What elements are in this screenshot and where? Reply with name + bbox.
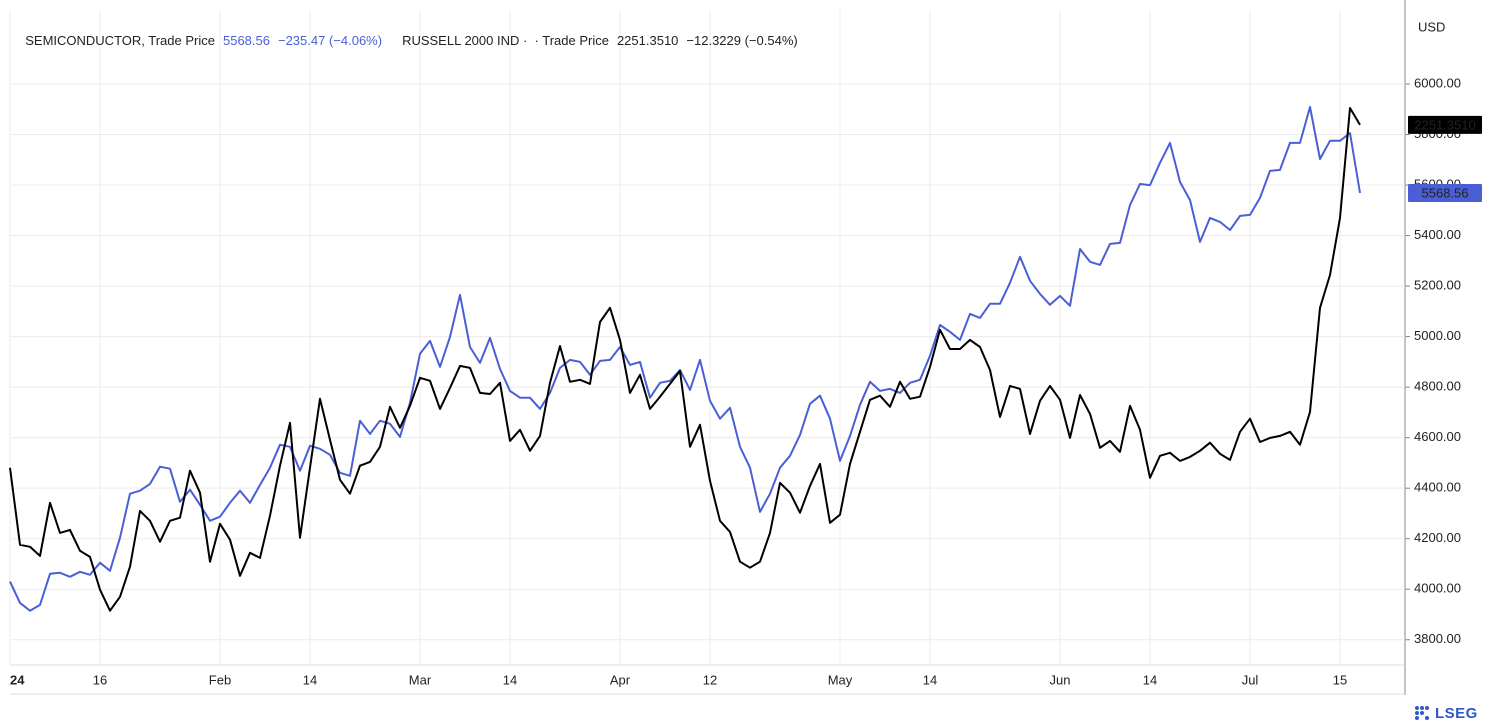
x-tick-label: Apr <box>610 672 631 687</box>
x-tick-label: 14 <box>503 672 517 687</box>
legend-change: −12.3229 (−0.54%) <box>686 33 798 48</box>
legend-name: SEMICONDUCTOR, Trade Price <box>25 33 215 48</box>
y-tick-label: 4000.00 <box>1414 581 1461 596</box>
y-tick-label: 5200.00 <box>1414 278 1461 293</box>
x-tick-label: Jun <box>1050 672 1071 687</box>
y-tick-label: 5000.00 <box>1414 328 1461 343</box>
logo: LSEG <box>1413 704 1478 722</box>
legend-value: 5568.56 <box>222 33 270 48</box>
x-tick-label: 15 <box>1333 672 1347 687</box>
x-tick-label: Jul <box>1242 672 1259 687</box>
y-tick-label: 4400.00 <box>1414 480 1461 495</box>
logo-icon <box>1415 706 1429 720</box>
x-tick-label: 24 <box>10 672 25 687</box>
x-tick-label: Mar <box>409 672 432 687</box>
x-tick-label: 14 <box>1143 672 1157 687</box>
y-tick-label: 4200.00 <box>1414 530 1461 545</box>
y-tick-label: 3800.00 <box>1414 631 1461 646</box>
last-value-label: 2251.3510 <box>1414 117 1475 132</box>
series-line <box>9 106 1361 612</box>
x-tick-label: 14 <box>303 672 317 687</box>
last-value-tag <box>1408 183 1482 202</box>
y-tick-label: 5400.00 <box>1414 227 1461 242</box>
last-value-tag <box>1408 115 1482 134</box>
currency-label: USD <box>1418 19 1445 34</box>
legend-name: RUSSELL 2000 IND · · Trade Price <box>402 33 609 48</box>
y-tick-label: 6000.00 <box>1414 75 1461 90</box>
brand: LSEG <box>1435 704 1478 722</box>
y-tick-label: 4600.00 <box>1414 429 1461 444</box>
series-line <box>9 107 1361 612</box>
legend-value: 2251.3510 <box>616 33 679 48</box>
x-tick-label: Feb <box>209 672 231 687</box>
x-tick-label: 14 <box>923 672 937 687</box>
x-tick-label: 12 <box>703 672 717 687</box>
x-tick-label: May <box>828 672 853 687</box>
legend-change: −235.47 (−4.06%) <box>277 33 383 48</box>
last-value-label: 5568.56 <box>1422 185 1469 200</box>
legend: SEMICONDUCTOR, Trade Price 5568.56 −235.47… <box>18 18 806 48</box>
x-tick-label: 16 <box>93 672 107 687</box>
y-tick-label: 4800.00 <box>1414 379 1461 394</box>
